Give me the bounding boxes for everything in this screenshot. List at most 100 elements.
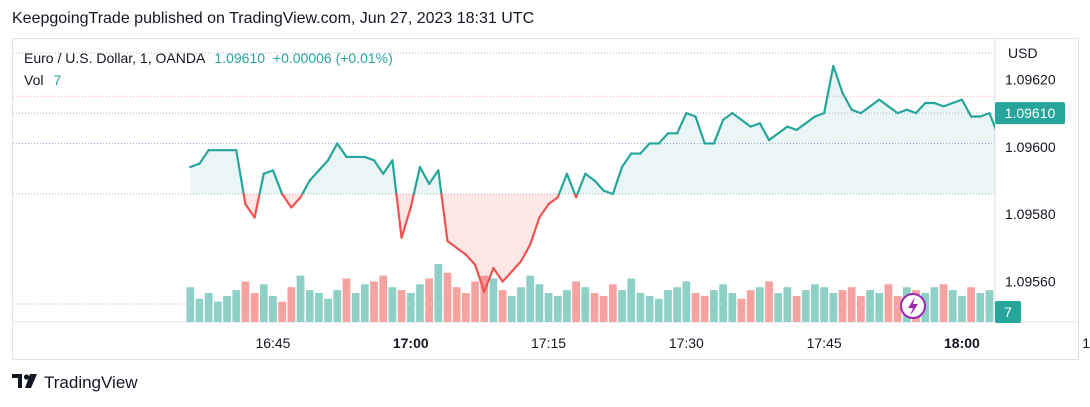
volume-bar — [728, 293, 737, 322]
volume-bar — [287, 287, 296, 322]
volume-bar — [847, 287, 856, 322]
volume-bar — [838, 290, 847, 322]
volume-bar — [811, 284, 819, 322]
area-segment — [677, 113, 687, 194]
area-segment — [585, 173, 595, 194]
volume-bar — [820, 287, 828, 322]
price-line-segment — [584, 172, 596, 182]
volume-bar — [498, 290, 507, 322]
area-segment — [530, 193, 540, 245]
volume-bar — [719, 284, 727, 322]
volume-bar — [232, 290, 241, 322]
volume-bar — [269, 295, 277, 322]
area-segment — [429, 170, 439, 194]
area-segment — [805, 116, 815, 194]
area-segment — [465, 193, 476, 265]
price-line-segment — [538, 202, 550, 219]
price-line-segment — [242, 192, 247, 206]
volume-label[interactable]: Vol — [24, 72, 44, 88]
volume-bar — [1077, 296, 1085, 322]
area-segment — [879, 99, 889, 194]
area-segment — [704, 143, 714, 194]
volume-bar — [452, 287, 461, 322]
price-line-segment — [887, 105, 899, 115]
volume-bar — [471, 281, 479, 322]
price-line-segment — [749, 122, 761, 128]
volume-bar — [324, 298, 332, 322]
price-line-segment — [832, 64, 844, 95]
price-line-segment — [235, 149, 245, 196]
price-line-segment — [519, 243, 532, 263]
price-line-segment — [326, 142, 339, 162]
area-segment — [208, 150, 218, 194]
price-line-segment — [400, 206, 412, 239]
area-segment — [759, 123, 770, 194]
volume-bar — [599, 295, 608, 322]
price-line-segment — [1073, 174, 1081, 194]
last-price-badge-text: 1.09610 — [1005, 105, 1056, 121]
y-tick-label: 1.09580 — [1005, 206, 1056, 222]
area-segment — [484, 193, 494, 292]
volume-bar — [425, 278, 433, 322]
price-line-segment — [620, 152, 633, 169]
area-segment — [190, 163, 200, 194]
price-line-segment — [409, 192, 415, 209]
volume-bar — [884, 284, 893, 322]
price-line-segment — [611, 165, 624, 196]
volume-bar — [296, 275, 305, 322]
price-line-segment — [850, 108, 862, 115]
area-segment — [833, 65, 843, 194]
volume-bar — [186, 287, 195, 322]
area-segment — [1063, 194, 1072, 197]
price-line-segment — [565, 172, 576, 196]
volume-bar — [544, 293, 553, 322]
area-segment — [980, 113, 990, 194]
volume-bar — [241, 281, 250, 322]
x-tick-label: 18:15 — [1082, 335, 1090, 351]
volume-bars — [186, 264, 1085, 322]
price-line-segment — [740, 118, 752, 128]
area-segment — [374, 160, 384, 194]
price-line-segment — [244, 202, 256, 219]
volume-bar — [664, 290, 672, 322]
lightning-icon-bolt — [908, 297, 918, 316]
area-segment — [1045, 154, 1054, 194]
area-segment — [1073, 174, 1081, 194]
area-segment — [447, 193, 457, 248]
price-line-segment — [262, 169, 275, 175]
area-segment — [686, 113, 696, 194]
price-line-segment — [813, 112, 826, 118]
price-line-segment — [557, 172, 569, 196]
area-segment — [1062, 194, 1063, 197]
price-line-segment — [988, 112, 995, 131]
x-tick-label: 18:00 — [944, 335, 980, 351]
volume-bar — [553, 295, 562, 322]
x-tick-label: 17:15 — [531, 335, 566, 351]
volume-bar — [333, 290, 342, 322]
y-tick-label: 1.09620 — [1005, 71, 1056, 87]
volume-bar — [765, 281, 773, 322]
price-line-segment — [721, 112, 734, 121]
price-line-segment — [253, 192, 261, 219]
symbol-name[interactable]: Euro / U.S. Dollar, 1, OANDA — [24, 50, 205, 66]
volume-bar — [994, 281, 995, 322]
area-segment — [732, 113, 742, 194]
price-line-segment — [1035, 154, 1044, 178]
area-segment — [263, 170, 273, 194]
volume-bar — [195, 298, 204, 322]
volume-bar — [967, 287, 975, 322]
volume-bar — [939, 284, 948, 322]
price-line-segment — [960, 98, 973, 118]
x-tick-label: 17:30 — [669, 335, 704, 351]
volume-bar — [278, 301, 287, 322]
price-line-segment — [859, 105, 872, 115]
price-line-segment — [804, 115, 817, 125]
brand-name: TradingView — [44, 373, 138, 392]
footer-brand[interactable]: TradingView — [12, 373, 138, 393]
area-segment — [520, 193, 531, 262]
price-line-segment — [1081, 174, 1090, 181]
area-segment — [952, 99, 962, 194]
price-line-segment — [905, 108, 918, 115]
price-line-segment — [758, 122, 771, 142]
